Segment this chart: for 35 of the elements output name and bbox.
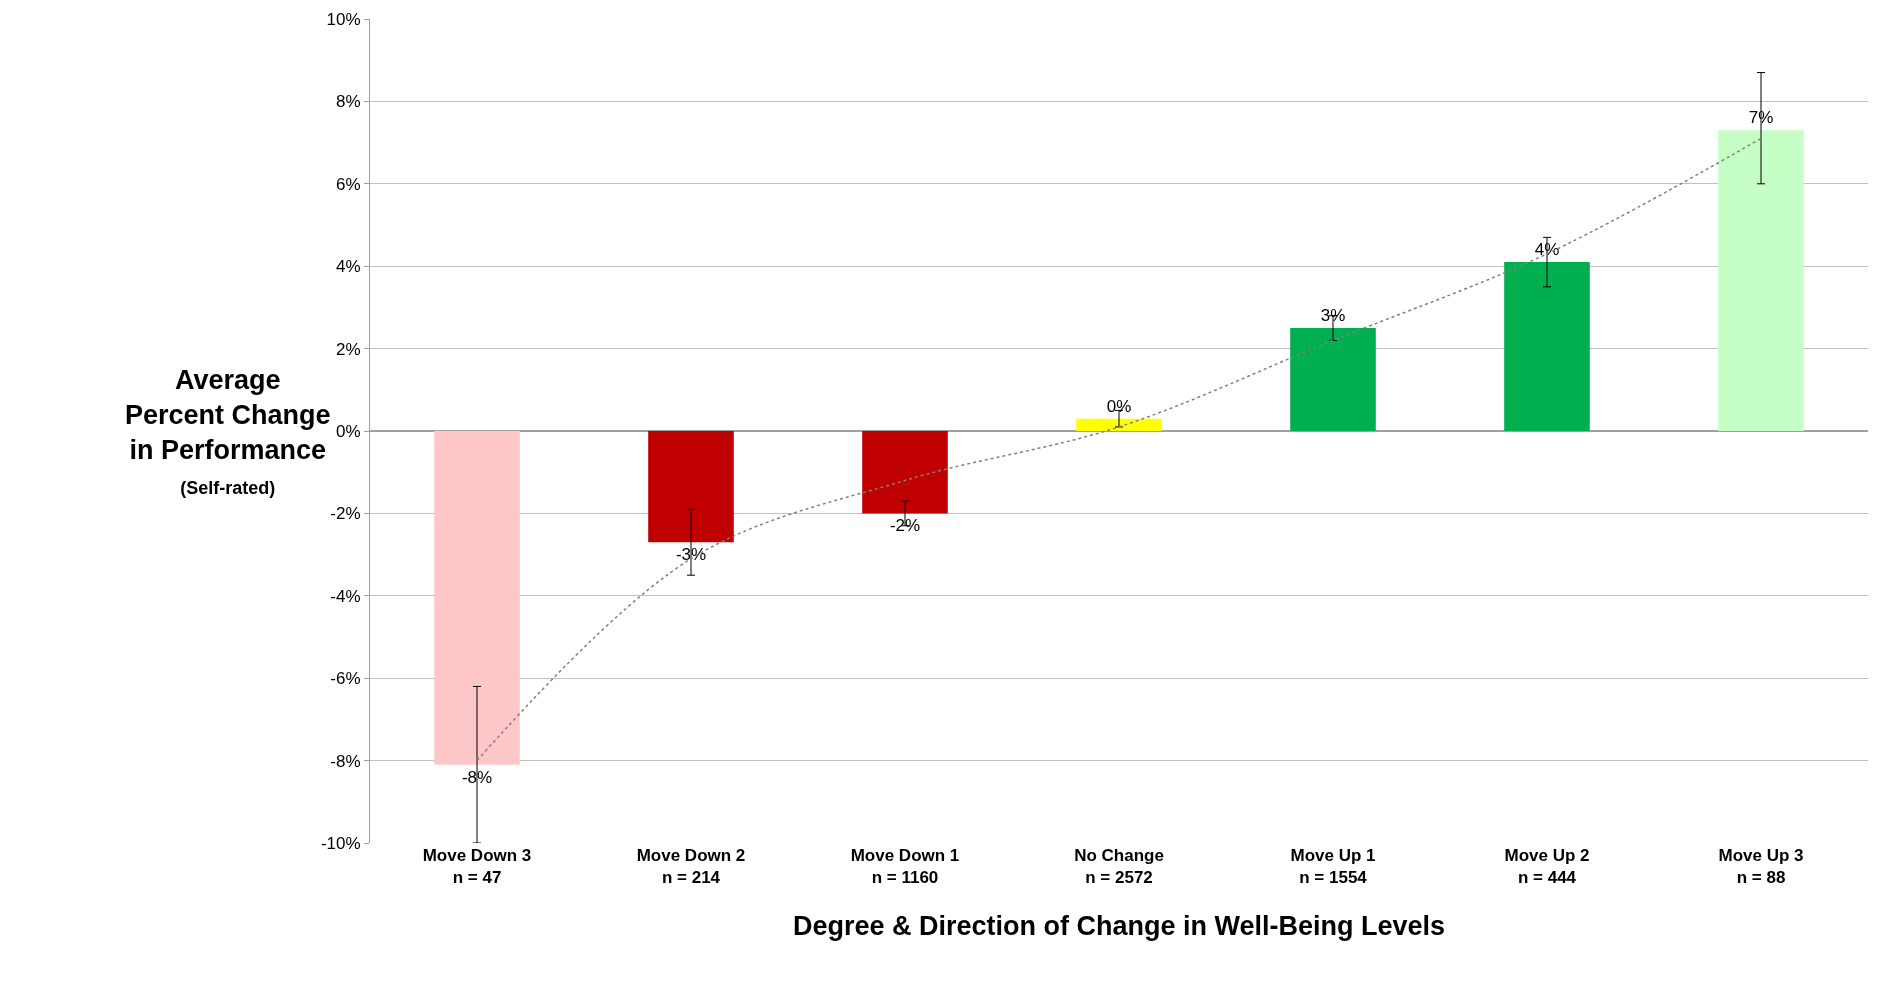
y-tick-label: -10% [320,833,361,853]
y-tick-label: 4% [336,257,361,277]
y-tick-label: -6% [330,669,361,689]
data-label: 4% [1534,240,1560,260]
y-tick-label: -2% [330,504,361,524]
data-label: 7% [1748,108,1774,128]
data-label: 3% [1320,306,1346,325]
bar [648,431,734,543]
bar [1718,130,1804,431]
y-tick-label: 0% [336,421,361,441]
y-tick-label: 6% [336,174,361,194]
y-tick-label: 10% [326,9,361,29]
x-tick-label: Move Down 1 n = 1160 [850,846,960,888]
bar [1076,418,1162,431]
x-tick-label: Move Down 2 n = 214 [636,846,746,888]
y-tick-label: -8% [330,751,361,771]
x-tick-label: Move Down 3 n = 47 [422,846,532,888]
bar [1504,262,1590,431]
data-label: 0% [1106,396,1132,416]
line-series [476,137,1762,762]
x-tick-label: Move Up 1 n = 1554 [1290,846,1376,888]
x-axis-title: Degree & Direction of Change in Well-Being Levels [792,911,1446,942]
bar [862,431,948,514]
data-label: -8% [461,767,493,787]
y-axis-title: Average Percent Change in Performance (Self-rated) [125,365,331,499]
x-tick-label: Move Up 3 n = 88 [1718,846,1804,888]
y-tick-label: 2% [336,339,361,359]
x-tick-label: No Change n = 2572 [1074,846,1164,888]
bar [434,431,520,765]
x-tick-label: Move Up 2 n = 444 [1504,846,1590,888]
y-tick-label: 8% [336,92,361,112]
y-tick-label: -4% [330,586,361,606]
bar [1290,328,1376,431]
data-label: -3% [675,545,707,565]
data-label: -2% [889,516,921,536]
